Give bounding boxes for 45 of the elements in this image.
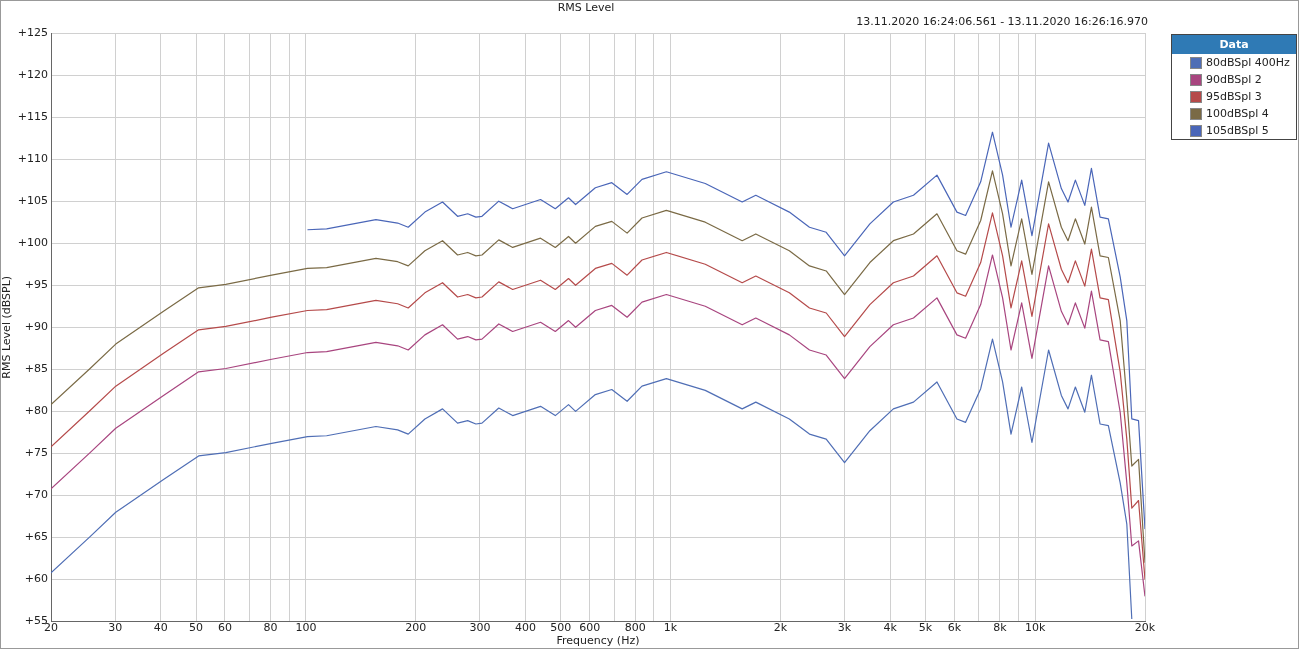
y-tick-label: +110 bbox=[17, 151, 48, 165]
y-tick-label: +85 bbox=[24, 362, 48, 376]
x-tick-label: 8k bbox=[993, 621, 1008, 635]
y-tick-label: +100 bbox=[17, 236, 48, 250]
chart-subtitle: 13.11.2020 16:24:06.561 - 13.11.2020 16:26:16.970 bbox=[856, 15, 1148, 28]
y-tick-label: +115 bbox=[17, 109, 48, 123]
x-tick-label: 30 bbox=[108, 621, 123, 635]
y-tick-label: +65 bbox=[24, 530, 48, 544]
legend-label: 80dBSpl 400Hz bbox=[1206, 56, 1290, 69]
y-tick-label: +120 bbox=[17, 67, 48, 81]
x-tick-label: 60 bbox=[217, 621, 232, 635]
x-tick-label: 2k bbox=[773, 621, 788, 635]
legend-title: Data bbox=[1172, 35, 1296, 54]
x-tick-label: 3k bbox=[837, 621, 852, 635]
y-tick-label: +90 bbox=[24, 320, 48, 334]
y-tick-label: +105 bbox=[17, 194, 48, 208]
x-tick-label: 600 bbox=[579, 621, 601, 635]
x-tick-label: 5k bbox=[918, 621, 933, 635]
y-tick-label: +60 bbox=[24, 572, 48, 586]
x-tick-label: 50 bbox=[189, 621, 204, 635]
x-tick-label: 10k bbox=[1025, 621, 1047, 635]
y-tick-label: +125 bbox=[17, 25, 48, 39]
y-tick-label: +70 bbox=[24, 488, 48, 502]
legend-label: 90dBSpl 2 bbox=[1206, 73, 1262, 86]
x-tick-label: 400 bbox=[514, 621, 536, 635]
x-tick-label: 80 bbox=[263, 621, 278, 635]
legend-label: 95dBSpl 3 bbox=[1206, 90, 1262, 103]
x-tick-label: 100 bbox=[295, 621, 317, 635]
x-tick-label: 300 bbox=[469, 621, 491, 635]
x-axis-title: Frequency (Hz) bbox=[556, 634, 640, 648]
y-tick-label: +95 bbox=[24, 278, 48, 292]
legend-label: 105dBSpl 5 bbox=[1206, 124, 1269, 137]
x-tick-label: 500 bbox=[550, 621, 572, 635]
legend-label: 100dBSpl 4 bbox=[1206, 107, 1269, 120]
x-tick-label: 6k bbox=[947, 621, 962, 635]
y-tick-label: +75 bbox=[24, 446, 48, 460]
x-tick-label: 200 bbox=[405, 621, 427, 635]
x-tick-label: 40 bbox=[153, 621, 168, 635]
x-tick-label: 4k bbox=[883, 621, 898, 635]
y-axis-title: RMS Level (dBSPL) bbox=[0, 275, 14, 379]
x-tick-label: 1k bbox=[663, 621, 678, 635]
chart-title: RMS Level bbox=[556, 1, 616, 14]
y-tick-label: +80 bbox=[24, 404, 48, 418]
x-tick-label: 20k bbox=[1134, 621, 1156, 635]
x-tick-label: 800 bbox=[624, 621, 646, 635]
